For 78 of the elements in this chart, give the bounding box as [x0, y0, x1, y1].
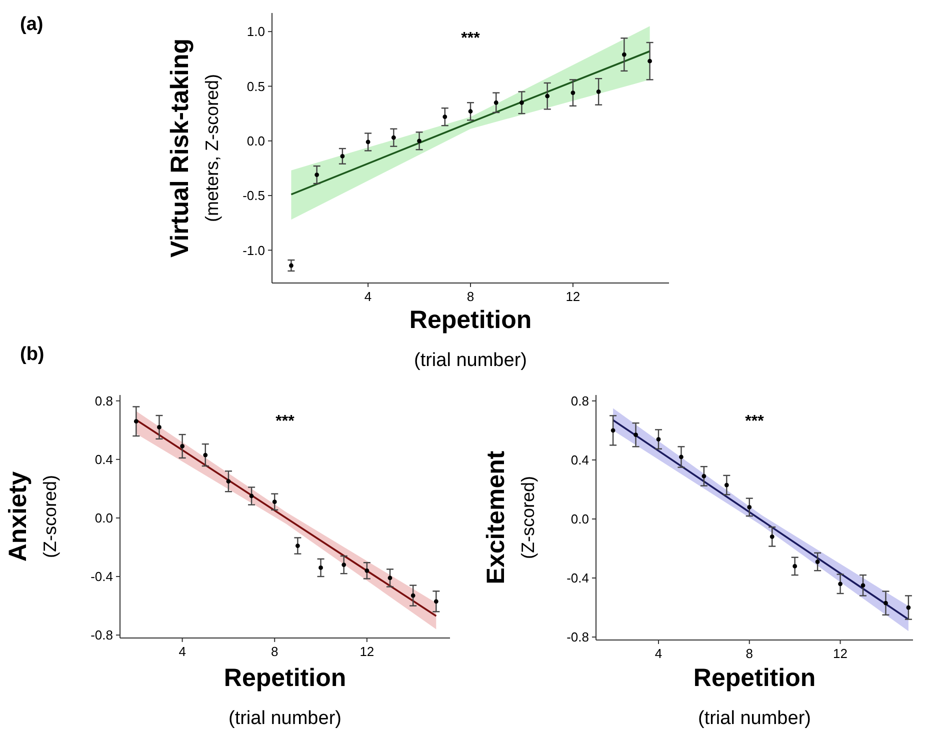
x-tick-label: 12	[833, 646, 848, 661]
point	[318, 566, 323, 570]
y-tick-label: 0.4	[570, 452, 589, 468]
point	[442, 114, 448, 120]
point	[610, 428, 616, 433]
y-tick-label: -1.0	[242, 242, 265, 258]
point	[157, 425, 162, 430]
x-tick-label: 12	[360, 644, 374, 659]
point	[226, 479, 231, 484]
point	[366, 140, 370, 144]
point	[724, 482, 729, 488]
x-tick-label: 4	[178, 644, 186, 659]
y-tick-label: 0.0	[570, 512, 589, 527]
point	[203, 452, 208, 458]
x-tick-label: 4	[654, 646, 662, 661]
point	[656, 437, 661, 442]
y-tick-label: 0.0	[94, 510, 113, 526]
point	[434, 599, 438, 604]
x-axis-title: Repetition (trial number)	[224, 664, 346, 729]
point	[340, 154, 345, 158]
point	[314, 172, 320, 177]
point	[679, 454, 684, 460]
point	[388, 576, 392, 580]
x-tick-label: 8	[746, 646, 754, 661]
y-tick-label: -0.4	[566, 570, 589, 586]
point	[634, 432, 638, 438]
x-tick-label: 12	[566, 289, 580, 304]
point	[906, 605, 911, 610]
point	[815, 560, 820, 564]
point	[410, 593, 416, 598]
y-axis-title: Virtual Risk-taking (meters, Z-scored)	[166, 38, 222, 258]
point	[884, 600, 888, 606]
y-axis-title: Excitement (Z-scored)	[482, 450, 538, 584]
y-tick-label: -0.8	[566, 630, 589, 645]
point	[520, 100, 524, 105]
annotation: ***	[461, 30, 481, 47]
point	[289, 263, 294, 268]
y-axis-title: Anxiety (Z-scored)	[4, 471, 60, 562]
annotation: ***	[745, 413, 765, 430]
x-tick-label: 8	[271, 644, 278, 659]
y-tick-label: -0.4	[90, 569, 113, 584]
point	[770, 534, 774, 539]
point	[494, 100, 498, 105]
point	[249, 494, 254, 498]
point	[391, 135, 396, 140]
point	[417, 138, 422, 144]
point	[702, 474, 706, 478]
x-axis-title: Repetition (trial number)	[693, 664, 816, 729]
point	[622, 52, 626, 57]
point	[596, 90, 601, 94]
y-tick-label: -0.8	[90, 628, 113, 643]
annotation: ***	[276, 413, 296, 430]
y-tick-label: 0.0	[246, 133, 265, 148]
y-tick-label: 1.0	[246, 24, 265, 40]
y-tick-label: 0.8	[94, 393, 113, 408]
point	[468, 109, 473, 114]
x-axis-title: Repetition (trial number)	[409, 306, 532, 371]
point	[272, 500, 277, 504]
y-tick-label: 0.8	[570, 393, 589, 408]
point	[792, 564, 798, 568]
point	[747, 504, 752, 510]
point	[570, 90, 576, 95]
point	[648, 58, 652, 64]
point	[364, 568, 370, 573]
y-tick-label: -0.5	[242, 188, 265, 204]
x-tick-label: 4	[364, 289, 372, 304]
point	[838, 582, 842, 586]
point	[545, 94, 550, 98]
y-tick-label: 0.5	[246, 78, 265, 94]
y-tick-label: 0.4	[94, 452, 113, 467]
text: (b)	[20, 344, 44, 365]
x-tick-label: 8	[466, 289, 474, 304]
point	[342, 562, 346, 568]
point	[295, 544, 300, 548]
point	[860, 583, 866, 588]
point	[180, 444, 185, 448]
point	[134, 419, 138, 424]
text: (a)	[20, 14, 44, 35]
